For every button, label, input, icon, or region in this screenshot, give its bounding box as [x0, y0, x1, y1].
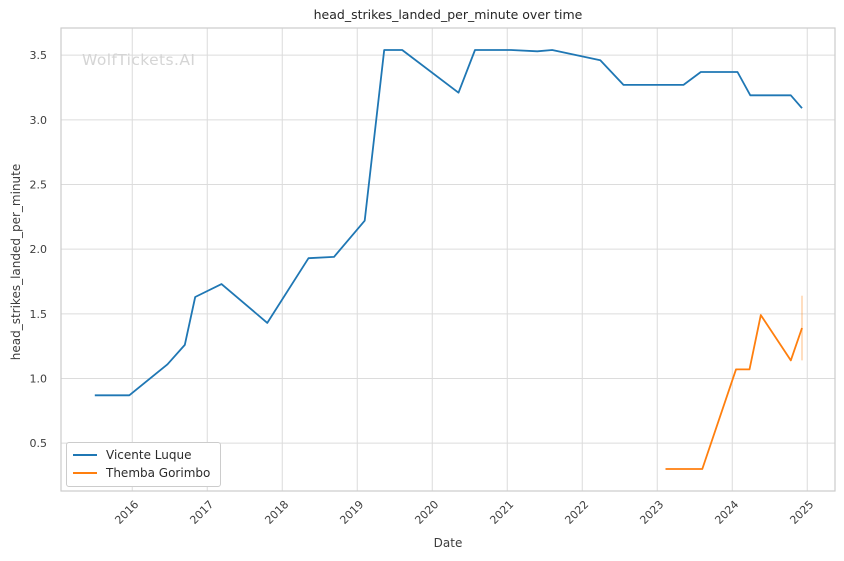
series-line-vicente-luque	[94, 49, 803, 397]
x-axis-label: Date	[433, 536, 463, 550]
y-tick-label: 3.5	[30, 49, 48, 62]
plot-border	[60, 27, 836, 492]
legend-item-vicente-luque: Vicente Luque	[73, 448, 210, 462]
x-tick-label: 2019	[337, 498, 366, 527]
series-line-themba-gorimbo	[665, 314, 803, 470]
legend-line-swatch	[73, 454, 97, 456]
legend-line-swatch	[73, 472, 97, 474]
y-tick-label: 1.0	[30, 372, 48, 385]
x-tick-label: 2016	[112, 498, 141, 527]
y-tick-label: 0.5	[30, 437, 48, 450]
x-tick-label: 2018	[262, 498, 291, 527]
legend-label: Themba Gorimbo	[106, 466, 211, 480]
x-tick-label: 2017	[187, 498, 216, 527]
x-tick-label: 2022	[562, 498, 591, 527]
watermark: WolfTickets.AI	[82, 51, 196, 69]
y-tick-label: 2.0	[30, 243, 48, 256]
y-tick-label: 3.0	[30, 114, 48, 127]
x-tick-label: 2023	[637, 498, 666, 527]
x-tick-label: 2020	[412, 498, 441, 527]
x-tick-label: 2024	[712, 498, 741, 527]
x-tick-label: 2025	[787, 498, 816, 527]
x-tick-label: 2021	[487, 498, 516, 527]
y-tick-label: 1.5	[30, 308, 48, 321]
legend-label: Vicente Luque	[106, 448, 192, 462]
y-axis-label: head_strikes_landed_per_minute	[9, 163, 23, 361]
y-tick-label: 2.5	[30, 178, 48, 191]
legend: Vicente Luque Themba Gorimbo	[66, 442, 222, 487]
chart-title: head_strikes_landed_per_minute over time	[313, 7, 583, 22]
legend-item-themba-gorimbo: Themba Gorimbo	[73, 466, 210, 480]
